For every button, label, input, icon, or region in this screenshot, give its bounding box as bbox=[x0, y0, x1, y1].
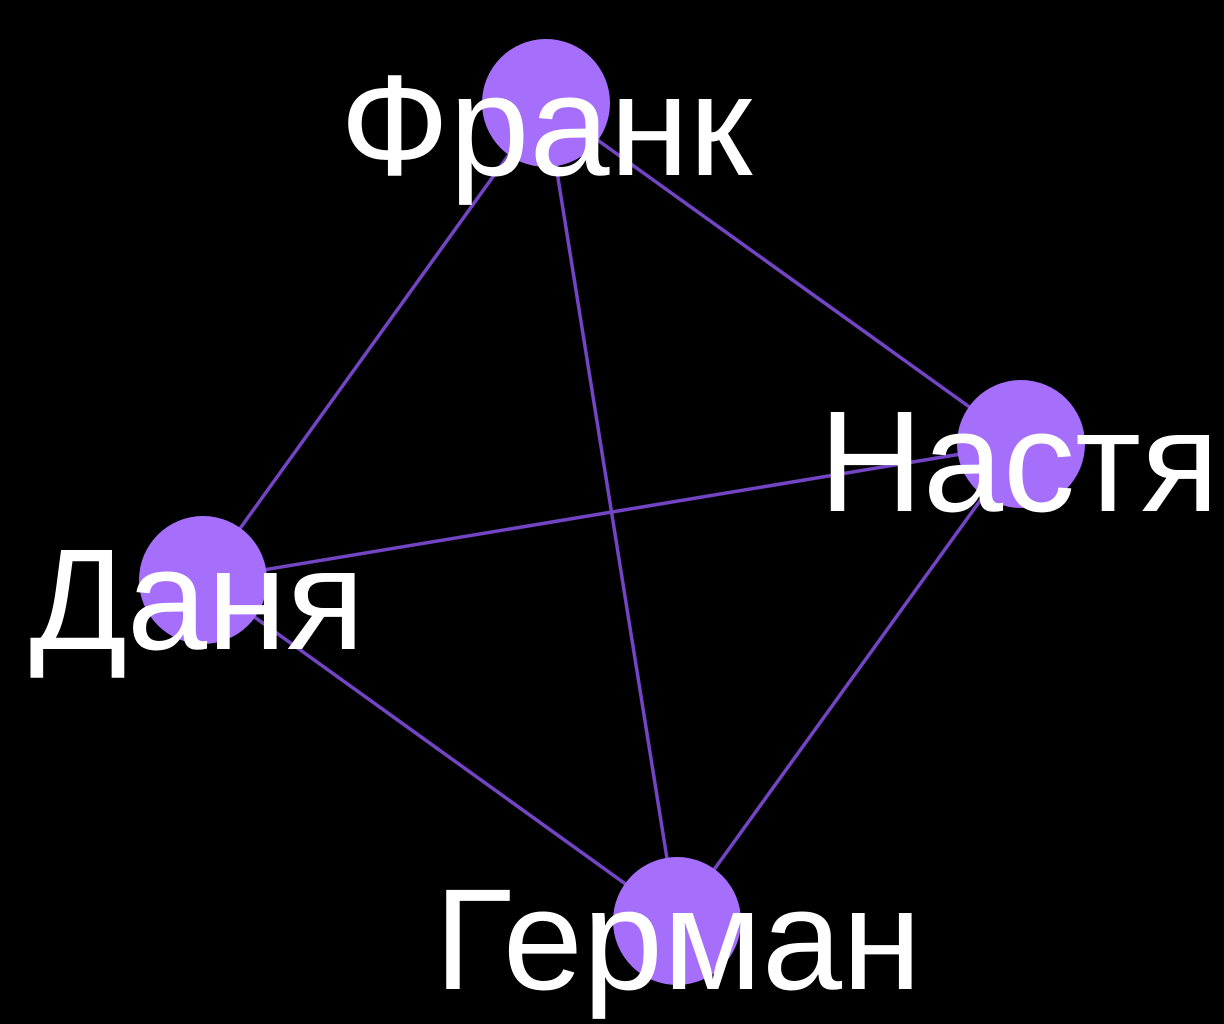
edge-frank-danya bbox=[201, 101, 548, 582]
node-label-frank: Франк bbox=[340, 45, 753, 206]
edges-layer bbox=[201, 101, 1023, 923]
node-german bbox=[613, 857, 741, 985]
labels-layer: Франк Настя Даня Герман bbox=[29, 45, 1219, 1020]
edge-danya-nastya bbox=[201, 442, 1023, 582]
node-label-nastya: Настя bbox=[819, 381, 1219, 542]
node-frank bbox=[482, 39, 610, 167]
node-label-german: Герман bbox=[434, 859, 921, 1020]
edge-danya-german bbox=[201, 578, 679, 923]
node-label-danya: Даня bbox=[29, 519, 364, 680]
edge-frank-nastya bbox=[544, 101, 1023, 446]
nodes-layer bbox=[139, 39, 1085, 985]
node-nastya bbox=[957, 380, 1085, 508]
node-danya bbox=[139, 516, 267, 644]
edge-nastya-german bbox=[675, 442, 1023, 923]
